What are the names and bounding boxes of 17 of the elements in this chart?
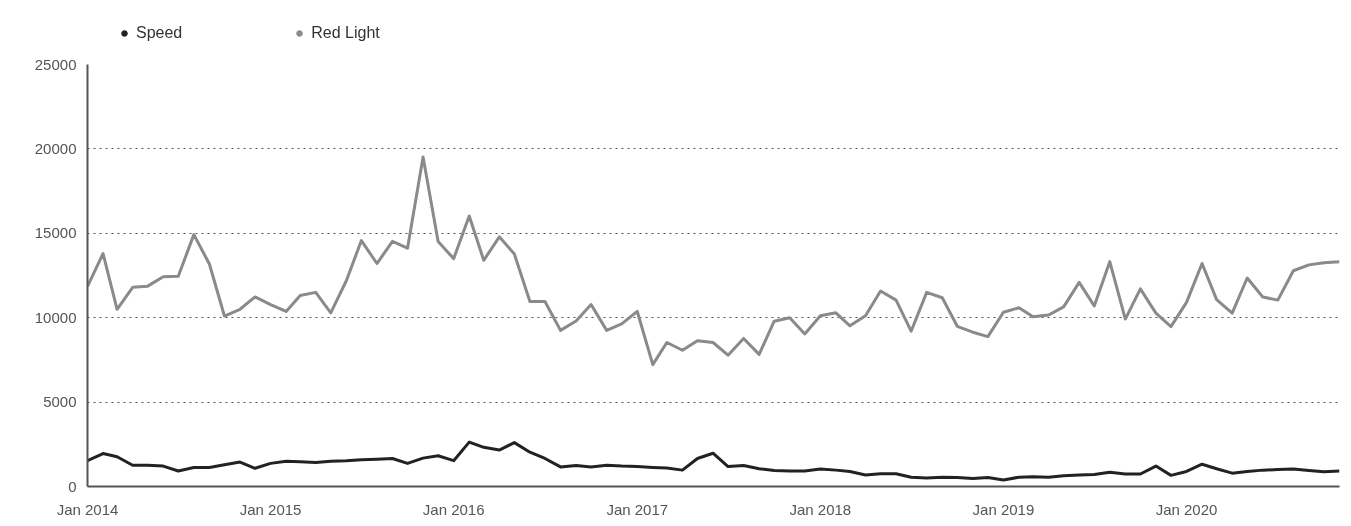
y-tick-label: 25000 (34, 55, 77, 73)
y-tick-label: 15000 (34, 224, 77, 242)
x-tick-label: Jan 2014 (56, 500, 119, 518)
x-tick-label: Jan 2019 (972, 500, 1035, 518)
y-tick-label: 5000 (43, 393, 77, 411)
x-tick-label: Jan 2017 (606, 500, 669, 518)
line-series (87, 155, 1340, 367)
x-tick-label: Jan 2015 (239, 500, 302, 518)
x-tick-label: Jan 2016 (422, 500, 485, 518)
x-tick-label: Jan 2020 (1155, 500, 1218, 518)
y-tick-label: 20000 (34, 139, 77, 157)
y-tick-label: 0 (68, 477, 77, 495)
x-tick-label: Jan 2018 (789, 500, 852, 518)
legend-label: Red Light (311, 24, 380, 42)
legend-label: Speed (136, 24, 183, 42)
y-tick-label: 10000 (34, 308, 77, 326)
line-series (87, 440, 1340, 482)
